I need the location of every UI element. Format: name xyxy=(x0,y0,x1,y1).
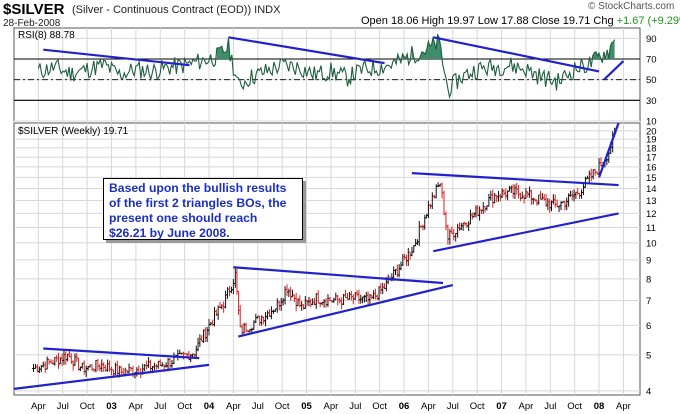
price-grid xyxy=(14,123,640,395)
x-tick-label: Jul xyxy=(447,401,459,412)
x-tick-label: Apr xyxy=(519,401,534,412)
x-tick-label: Apr xyxy=(128,401,143,412)
x-tick-label: 07 xyxy=(496,401,507,412)
price-tick-label: 15 xyxy=(646,173,657,184)
price-tick-label: 5 xyxy=(646,350,651,361)
chart-subtitle: (Silver - Continuous Contract (EOD)) IND… xyxy=(72,4,281,16)
price-tick-label: 7 xyxy=(646,296,651,307)
rsi-line xyxy=(37,33,616,100)
price-tick-label: 14 xyxy=(646,184,657,195)
price-tick-label: 12 xyxy=(646,209,657,220)
rsi-overbought-fill xyxy=(174,34,615,59)
price-bars xyxy=(31,127,617,379)
x-tick-label: Jul xyxy=(154,401,166,412)
quote-line: Open 18.06 High 19.97 Low 17.88 Close 19… xyxy=(361,15,680,27)
rsi-trendlines xyxy=(43,36,625,81)
x-tick-label: Oct xyxy=(80,401,95,412)
price-tick-label: 8 xyxy=(646,274,651,285)
price-trendline xyxy=(238,284,454,338)
x-tick-label: Jul xyxy=(252,401,264,412)
symbol-title: $SILVER xyxy=(3,1,65,18)
price-tick-label: 17 xyxy=(646,153,657,164)
annotation-callout: Based upon the bullish results of the fi… xyxy=(103,178,303,240)
rsi-tick-label: 90 xyxy=(646,34,657,45)
price-trendline xyxy=(598,122,620,178)
rsi-trendline xyxy=(603,60,625,81)
x-tick-label: Apr xyxy=(31,401,46,412)
x-tick-label: Apr xyxy=(324,401,339,412)
rsi-tick-labels: 10 30 50 70 90 xyxy=(646,34,657,128)
rsi-label: RSI(8) 88.78 xyxy=(18,30,75,41)
rsi-tick-label: 70 xyxy=(646,55,657,66)
x-tick-label: Apr xyxy=(421,401,436,412)
x-tick-label: Oct xyxy=(275,401,290,412)
quote-change: +1.67 (+9.29%) xyxy=(616,15,680,27)
price-tick-label: 10 xyxy=(646,238,657,249)
price-trendline xyxy=(433,212,619,253)
price-tick-label: 11 xyxy=(646,223,656,234)
x-tick-label: Oct xyxy=(372,401,387,412)
price-tick-label: 6 xyxy=(646,321,651,332)
x-tick-label: Jul xyxy=(349,401,361,412)
rsi-trendline xyxy=(433,36,600,73)
x-tick-label: 03 xyxy=(106,401,117,412)
price-trendlines xyxy=(13,122,620,390)
rsi-tick-label: 50 xyxy=(646,75,657,86)
price-trendline xyxy=(411,172,619,187)
price-trendline xyxy=(13,363,210,390)
x-tick-labels: Apr Jul Oct 03 Apr Jul Oct 04 Apr Jul Oct 05 Apr Jul O… xyxy=(31,401,631,412)
x-tick-label: Jul xyxy=(57,401,69,412)
x-tick-label: Jul xyxy=(544,401,556,412)
price-tick-label: 9 xyxy=(646,255,651,266)
x-tick-label: Oct xyxy=(470,401,485,412)
price-tick-label: 4 xyxy=(646,386,651,397)
rsi-trendline xyxy=(43,48,190,67)
x-tick-label: Oct xyxy=(567,401,582,412)
rsi-tick-label: 30 xyxy=(646,96,657,107)
date-label: 28-Feb-2008 xyxy=(3,18,61,29)
x-tick-label: Oct xyxy=(177,401,192,412)
x-tick-label: Apr xyxy=(616,401,631,412)
price-trendline xyxy=(43,347,200,360)
rsi-trendline xyxy=(228,36,385,65)
price-tick-label: 20 xyxy=(646,126,657,137)
price-trendline xyxy=(233,266,444,285)
price-tick-label: 13 xyxy=(646,196,657,207)
rsi-tick-label: 10 xyxy=(646,117,657,128)
rsi-panel-frame xyxy=(13,27,641,122)
x-tick-label: 06 xyxy=(399,401,410,412)
x-tick-label: Apr xyxy=(226,401,241,412)
price-panel-frame xyxy=(13,122,641,396)
price-tick-label: 18 xyxy=(646,143,657,154)
stockcharts-logo: © StockCharts.com xyxy=(588,1,675,12)
price-label: $SILVER (Weekly) 19.71 xyxy=(18,126,129,137)
x-tick-label: 04 xyxy=(204,401,215,412)
x-tick-label: 05 xyxy=(301,401,312,412)
price-tick-label: 16 xyxy=(646,162,657,173)
quote-values: Open 18.06 High 19.97 Low 17.88 Close 19… xyxy=(361,15,617,27)
x-tick-label: 08 xyxy=(594,401,605,412)
price-tick-label: 19 xyxy=(646,135,657,146)
